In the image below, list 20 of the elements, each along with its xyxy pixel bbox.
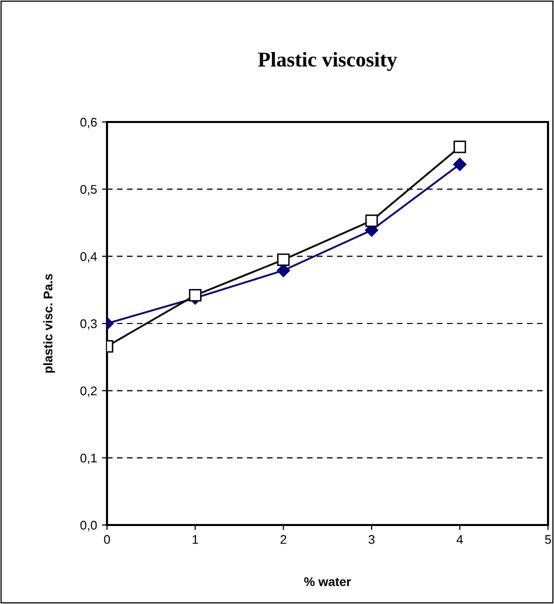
point (453, 158, 466, 171)
x-tick-label: 5 (545, 535, 551, 544)
x-tick-label: 0 (104, 535, 110, 544)
y-tick-label: 0,4 (80, 252, 97, 262)
point (277, 253, 290, 266)
y-axis-title: plastic visc. Pa.s (43, 274, 55, 373)
y-tick-label: 0,3 (80, 319, 97, 330)
x-tick-label: 4 (456, 535, 463, 544)
y-tick-label: 0,2 (80, 386, 97, 397)
x-tick-label: 1 (192, 535, 198, 544)
point (365, 214, 378, 227)
x-tick-label: 3 (368, 535, 375, 544)
y-tick-label: 0,5 (80, 184, 97, 196)
point (454, 140, 466, 154)
chart-title: Plastic viscosity (258, 52, 398, 71)
x-axis-title: % water (304, 577, 351, 586)
x-tick-label: 2 (280, 535, 286, 544)
y-tick-label: 0,6 (80, 118, 97, 128)
y-tick-label: 0,0 (80, 520, 97, 532)
y-tick-label: 0,1 (80, 454, 97, 464)
